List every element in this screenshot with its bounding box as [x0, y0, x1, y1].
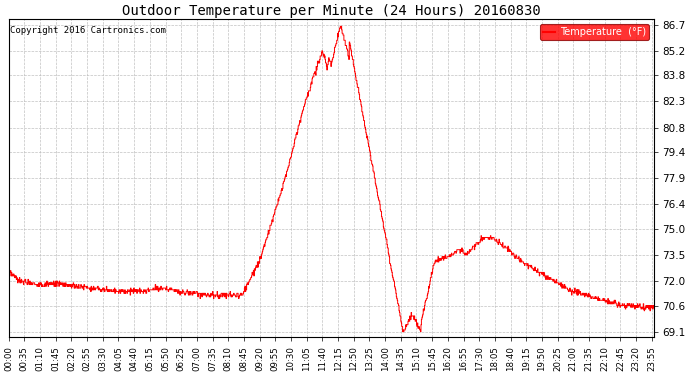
Title: Outdoor Temperature per Minute (24 Hours) 20160830: Outdoor Temperature per Minute (24 Hours…	[121, 4, 540, 18]
Legend: Temperature  (°F): Temperature (°F)	[540, 24, 649, 40]
Text: Copyright 2016 Cartronics.com: Copyright 2016 Cartronics.com	[10, 26, 166, 34]
